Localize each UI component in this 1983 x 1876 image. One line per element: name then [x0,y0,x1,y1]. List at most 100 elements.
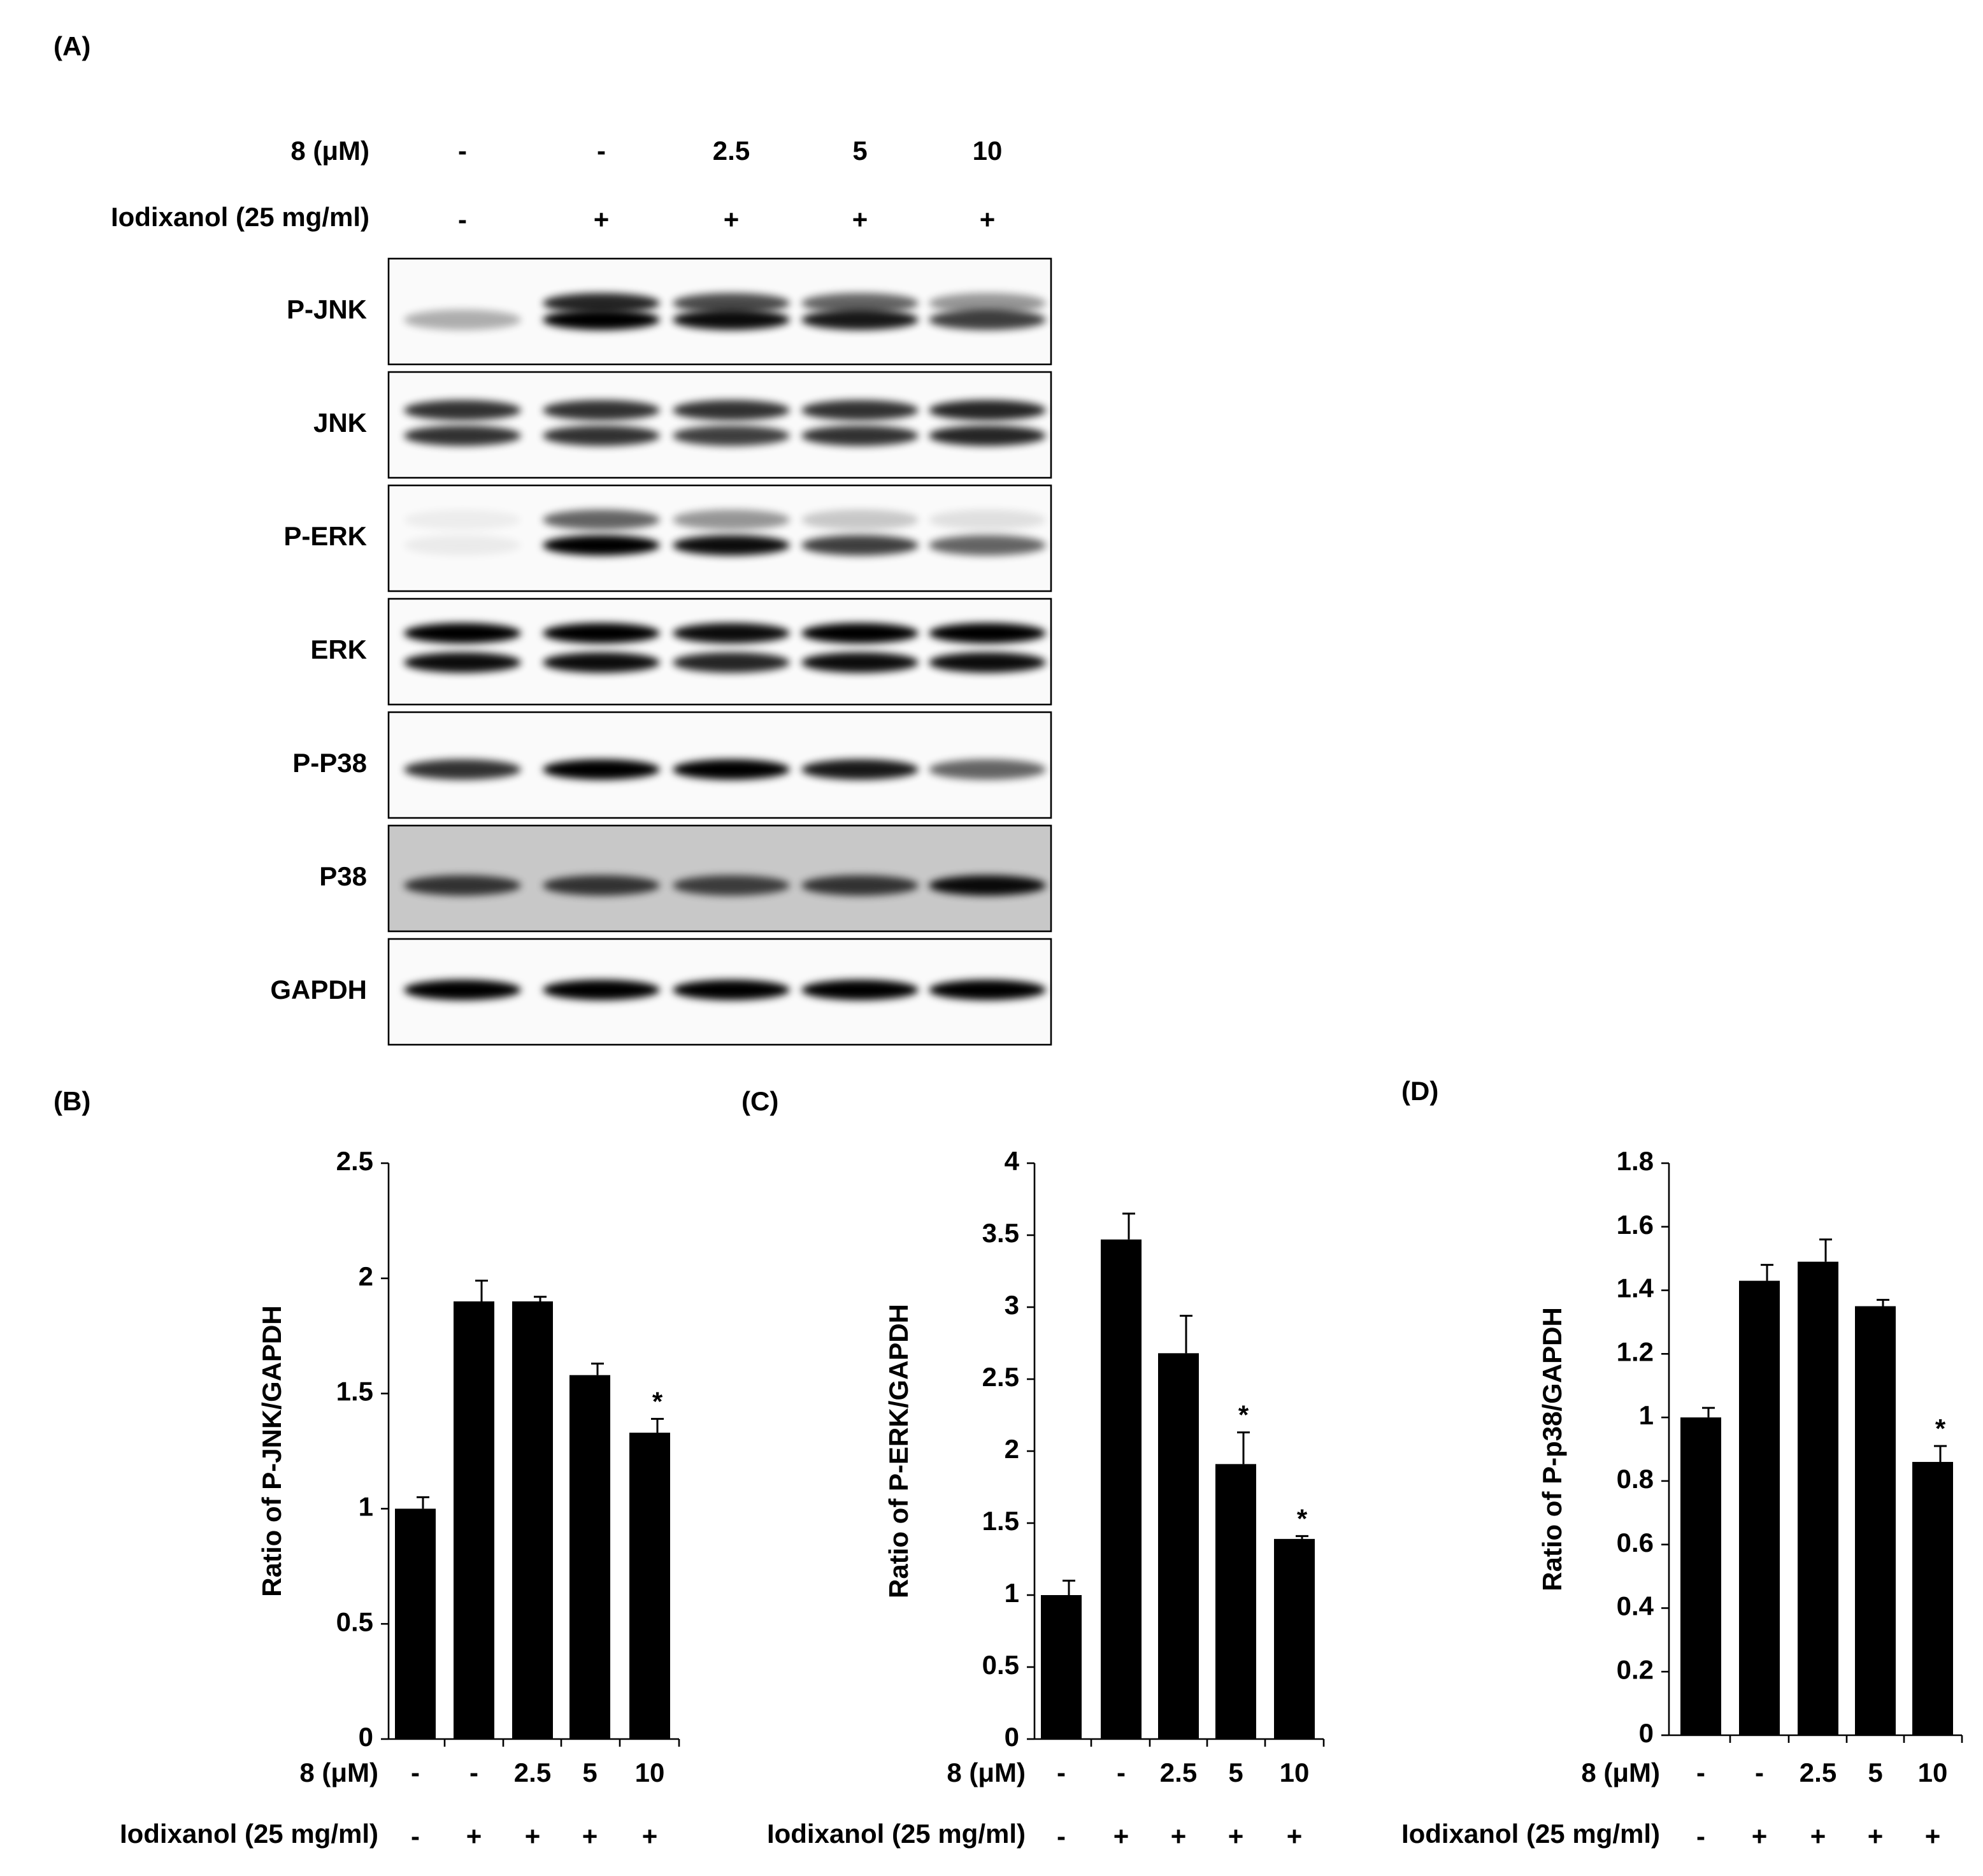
y-tick-label: 3.5 [982,1218,1019,1248]
band [673,310,790,330]
y-tick-label: 1 [359,1491,373,1521]
x-tick-label: 5 [1228,1758,1243,1787]
bar [1855,1306,1896,1735]
x-tick-label: - [1117,1758,1126,1787]
y-tick-label: 2.5 [982,1362,1019,1392]
band [543,400,660,420]
y-tick-label: 3 [1005,1290,1019,1320]
band [801,875,919,896]
x-tick-label: - [1057,1758,1066,1787]
blot-box [387,598,1052,706]
x-tick-label: 5 [1868,1758,1882,1787]
panel-label: (D) [1401,1076,1438,1106]
band [673,510,790,530]
error-bar [1237,1431,1250,1464]
blot-row-label: ERK [310,634,367,664]
x-tick-label: - [1057,1821,1066,1851]
x-tick-label: + [466,1821,482,1851]
error-bar [475,1279,488,1301]
band [543,426,660,446]
lane-label: + [852,204,868,234]
bar [512,1301,553,1739]
x-tick-label: + [1925,1821,1941,1851]
y-tick-label: 0 [359,1722,373,1752]
significance: * [652,1386,663,1416]
band [673,652,790,673]
band [673,426,790,446]
band [929,310,1046,330]
category-title: Iodixanol (25 mg/ml) [1401,1819,1660,1849]
x-tick-label: - [411,1821,420,1851]
x-tick-label: + [1287,1821,1303,1851]
y-tick-label: 0 [1639,1718,1654,1748]
x-tick-label: 10 [1918,1758,1948,1787]
x-tick-label: 2.5 [1160,1758,1197,1787]
x-tick-label: + [525,1821,541,1851]
category-title: 8 (μM) [947,1758,1026,1787]
band [543,875,660,896]
bar [1798,1261,1838,1735]
band [929,426,1046,446]
blot-row-label: P-ERK [283,521,367,551]
x-tick-label: + [582,1821,598,1851]
bar [1101,1239,1142,1739]
band [929,759,1046,780]
lane-label: - [458,136,467,166]
band [543,623,660,643]
lane-label: + [980,204,996,234]
x-tick-label: 2.5 [514,1758,551,1787]
band [801,535,919,555]
band [673,535,790,555]
blot-row-label: P-P38 [292,748,367,778]
x-tick-label: 10 [1280,1758,1310,1787]
band [929,875,1046,896]
blot-row-label: P-JNK [287,294,367,324]
band [404,980,521,1000]
band [404,623,521,643]
band [543,759,660,780]
band [929,293,1046,313]
category-title: 8 (μM) [299,1758,378,1787]
x-tick-label: + [1228,1821,1244,1851]
blot-header: Iodixanol (25 mg/ml) [111,202,369,232]
y-tick-label: 2.5 [336,1146,373,1176]
blot-row-label: GAPDH [270,975,367,1005]
bar [629,1433,670,1739]
error-bar [1180,1315,1192,1354]
bar [1739,1280,1780,1735]
x-tick-label: + [642,1821,658,1851]
band [929,535,1046,555]
x-tick-label: + [1868,1821,1884,1851]
y-tick-label: 1 [1639,1400,1654,1430]
blot-row-label: P38 [319,861,367,891]
y-tick-label: 1.6 [1617,1210,1654,1240]
band [404,652,521,673]
lane-label: + [594,204,610,234]
error-bar [417,1496,429,1509]
lane-label: + [724,204,740,234]
band [404,400,521,420]
error-bar [1877,1299,1889,1307]
error-bar [1761,1264,1773,1281]
y-tick-label: 0 [1005,1722,1019,1752]
error-bar [591,1363,604,1375]
band [929,510,1046,530]
x-tick-label: 10 [635,1758,665,1787]
band [673,980,790,1000]
band [801,310,919,330]
band [801,623,919,643]
blot-box [387,371,1052,479]
band [404,535,521,555]
x-tick-label: + [1752,1821,1768,1851]
bar [1274,1538,1315,1739]
bar [1680,1417,1721,1735]
band [543,980,660,1000]
band [801,510,919,530]
y-tick-label: 1 [1005,1578,1019,1608]
band [673,400,790,420]
y-tick-label: 0.5 [982,1650,1019,1680]
error-bar [1702,1407,1715,1418]
band [801,426,919,446]
band [801,980,919,1000]
band [404,510,521,530]
